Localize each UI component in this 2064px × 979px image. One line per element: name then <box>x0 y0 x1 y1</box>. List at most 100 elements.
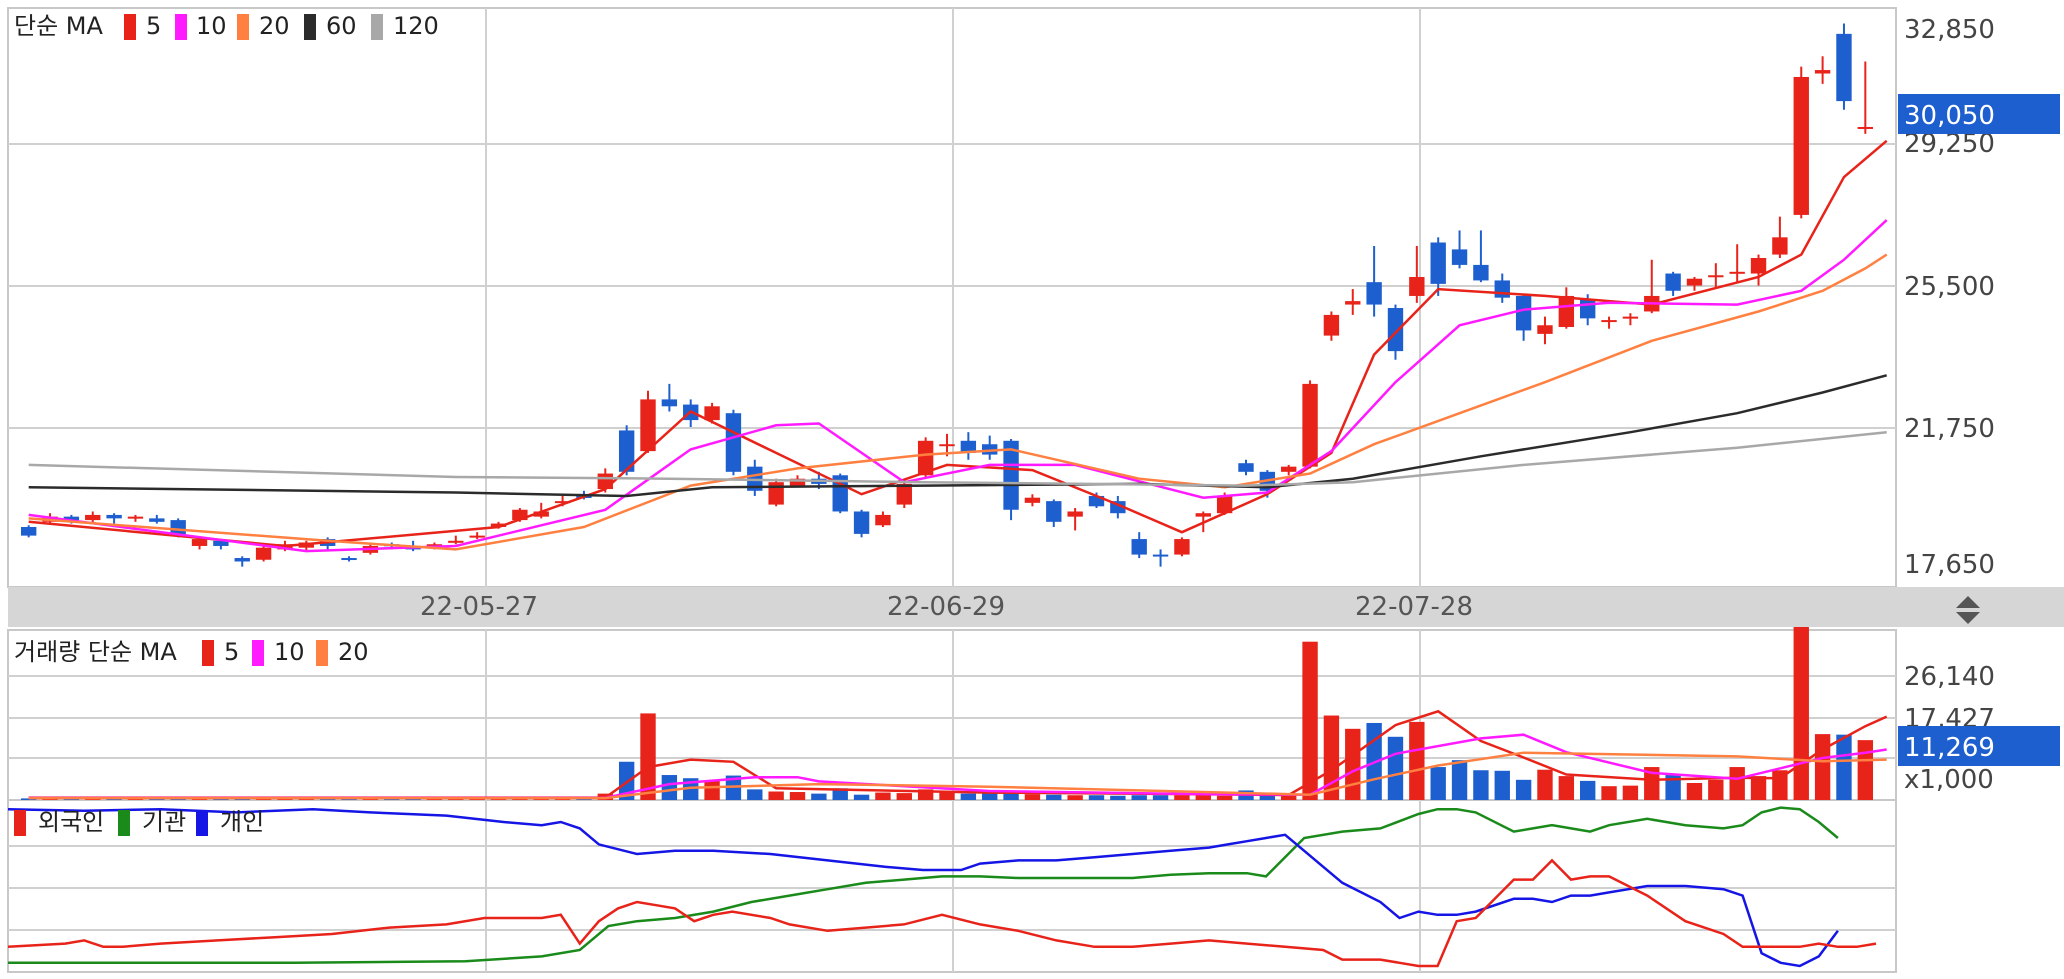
volume-bar <box>768 791 784 800</box>
volume-ma5-line <box>28 709 1888 799</box>
date-label-1: 22-05-27 <box>420 592 538 622</box>
candle-body <box>1003 440 1019 510</box>
volume-bar <box>982 792 998 800</box>
legend-label-price: 단순 MA <box>14 12 103 40</box>
volume-bar <box>1473 770 1489 800</box>
volume-bar <box>1216 795 1233 800</box>
volume-ma10-line <box>28 733 1887 800</box>
investor-panel[interactable] <box>7 806 1877 968</box>
candle-body <box>1131 539 1147 555</box>
candle-body <box>1024 497 1041 503</box>
candle-body <box>1836 33 1852 102</box>
volume-bar <box>811 793 827 800</box>
volume-bar <box>1451 760 1468 800</box>
legend-ma20: 20 <box>259 12 290 40</box>
volume-bar <box>1003 793 1019 800</box>
volume-bar <box>1558 776 1575 800</box>
volume-legend-swatch-ma20 <box>316 640 328 666</box>
volume-legend-swatch-ma5 <box>202 640 214 666</box>
candle-body <box>1216 495 1233 514</box>
candle-body <box>1473 264 1489 281</box>
panel-resize-handle-icon[interactable] <box>1956 596 1980 624</box>
volume-bar <box>1814 734 1831 800</box>
candle-body <box>917 440 934 476</box>
candle-body <box>1174 539 1190 555</box>
candle-body <box>63 516 80 521</box>
volume-bar <box>1708 779 1724 800</box>
volume-legend: 거래량 단순 MA 5 10 20 <box>14 638 369 666</box>
volume-bar <box>1345 728 1361 800</box>
candle-body <box>704 406 720 421</box>
current-price-label: 30,050 <box>1904 101 1995 131</box>
candle-body <box>1366 282 1382 305</box>
candle-body <box>85 514 101 521</box>
candle-body <box>1793 76 1809 215</box>
volume-bar <box>1622 785 1639 800</box>
investor-legend: 외국인 기관 개인 <box>14 808 264 836</box>
candle-body <box>490 523 507 527</box>
volume-bar <box>1644 767 1660 800</box>
date-label-3: 22-07-28 <box>1355 592 1473 622</box>
candle-body <box>1494 280 1510 298</box>
price-tick-1: 32,850 <box>1904 15 1995 45</box>
candle-body <box>255 547 272 560</box>
candle-body <box>939 444 955 447</box>
volume-bar <box>939 790 955 800</box>
volume-bar <box>1515 779 1532 800</box>
volume-bar <box>1195 794 1211 800</box>
candle-body <box>533 511 549 517</box>
volume-bar <box>917 789 934 800</box>
price-legend: 단순 MA 5 10 20 60 120 <box>14 12 439 40</box>
investor-legend-swatch-institution <box>118 810 130 836</box>
candle-body <box>1665 273 1681 291</box>
volume-bar <box>1836 734 1852 800</box>
price-ma10-line <box>28 219 1888 553</box>
candle-body <box>20 526 37 536</box>
candle-body <box>1302 383 1318 467</box>
volume-bar <box>747 789 763 800</box>
candle-body <box>982 444 998 455</box>
volume-ma20-line <box>28 751 1887 800</box>
volume-panel[interactable] <box>20 624 1888 800</box>
candle-body <box>213 540 229 546</box>
chart-grid <box>7 7 1897 973</box>
candle-body <box>1046 501 1062 522</box>
candle-body <box>1451 249 1468 265</box>
price-ma20-line <box>28 253 1888 551</box>
volume-bar <box>1323 715 1340 800</box>
candle-body <box>1195 513 1211 517</box>
volume-bar <box>1024 794 1041 800</box>
volume-bar <box>20 798 37 800</box>
candle-body <box>1152 554 1169 557</box>
price-panel[interactable] <box>20 23 1888 567</box>
volume-unit-label: x1,000 <box>1904 765 1994 795</box>
volume-bar <box>1281 794 1297 800</box>
candle-body <box>618 430 635 472</box>
volume-y-axis: 26,140 17,427 11,269 x1,000 <box>1898 662 2060 795</box>
volume-bar <box>853 794 870 800</box>
volume-legend-ma20: 20 <box>338 638 369 666</box>
volume-bar <box>1131 795 1147 800</box>
legend-swatch-ma20 <box>237 14 249 40</box>
volume-bar <box>875 792 891 800</box>
candle-body <box>1729 271 1745 274</box>
legend-ma5: 5 <box>146 12 161 40</box>
candle-body <box>1387 308 1404 352</box>
candle-body <box>725 413 742 472</box>
individual-line <box>7 807 1839 968</box>
investor-legend-foreign: 외국인 <box>38 808 104 836</box>
candle-body <box>426 544 443 547</box>
volume-bar <box>1302 641 1318 800</box>
volume-legend-ma5: 5 <box>224 638 239 666</box>
candle-body <box>106 514 122 519</box>
candle-body <box>234 558 250 562</box>
candle-body <box>127 516 144 519</box>
candle-body <box>1515 295 1532 331</box>
candle-body <box>1814 70 1831 74</box>
volume-bar <box>1537 769 1553 800</box>
candle-body <box>191 539 208 546</box>
volume-bar <box>1152 795 1169 800</box>
volume-bar <box>1580 780 1596 800</box>
volume-bar <box>896 793 912 800</box>
